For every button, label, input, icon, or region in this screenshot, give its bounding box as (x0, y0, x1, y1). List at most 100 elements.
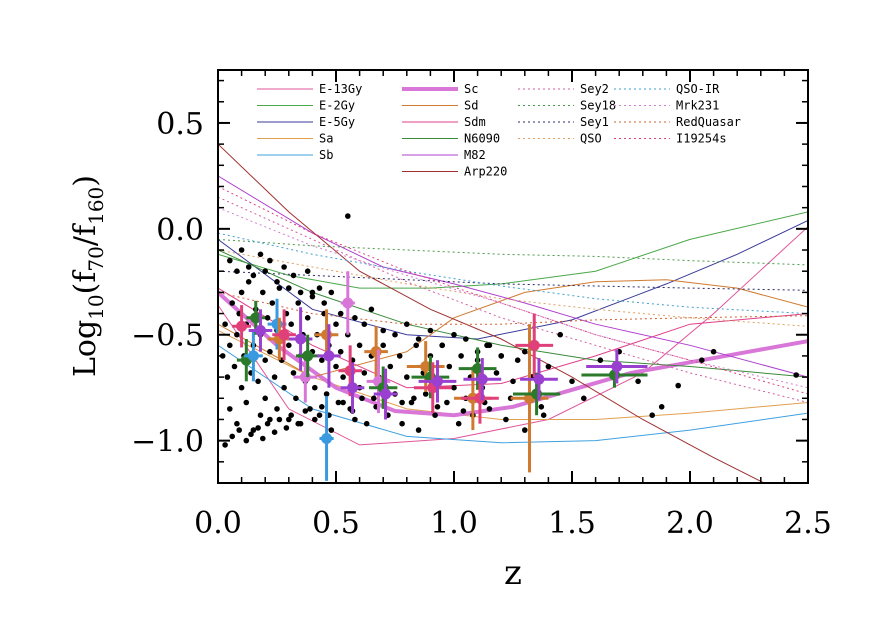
scatter-point (267, 257, 273, 264)
legend-label: E-5Gy (319, 115, 355, 129)
scatter-point (319, 357, 325, 364)
template-curve-e-5gy (218, 219, 808, 340)
binned-point (373, 368, 398, 420)
binned-marker (476, 373, 488, 385)
legend-item-e-5gy: E-5Gy (257, 115, 355, 129)
binned-marker (236, 320, 248, 332)
plot-frame (217, 69, 809, 484)
template-curves (218, 143, 808, 483)
y-tick-label: 0.0 (156, 213, 204, 248)
scatter-point (522, 348, 528, 355)
legend-item-mrk231: Mrk231 (614, 99, 719, 113)
scatter-point (545, 363, 552, 370)
scatter-point (335, 399, 342, 406)
legend-item-qso: QSO (518, 132, 602, 146)
legend-item-e-2gy: E-2Gy (257, 99, 355, 113)
scatter-point (368, 306, 375, 313)
binned-marker (342, 297, 354, 309)
scatter-point (333, 363, 339, 370)
scatter-point (498, 353, 505, 359)
binned-point (413, 362, 452, 414)
binned-averages (232, 271, 648, 481)
scatter-point (293, 395, 299, 402)
scatter-point (245, 264, 252, 270)
binned-point (418, 360, 457, 403)
template-curve-sc (218, 290, 808, 418)
binned-point (463, 358, 502, 401)
scatter-point (413, 342, 420, 349)
binned-marker (431, 375, 443, 387)
binned-marker (295, 333, 307, 345)
scatter-point (238, 289, 245, 296)
scatter-point (224, 374, 231, 380)
scatter-point (439, 342, 446, 349)
scatter-point (356, 342, 363, 349)
legend-label: Sd (464, 99, 478, 113)
legend: E-13Gy E-2Gy E-5Gy Sa Sb Sc Sd Sdm N6090 M82 Arp22… (257, 82, 741, 179)
legend-label: Sc (464, 82, 478, 96)
binned-marker (420, 361, 432, 373)
scatter-point (514, 357, 521, 364)
binned-point (317, 324, 341, 388)
template-curve-redquasar (218, 291, 808, 325)
template-curve-sd (218, 279, 808, 378)
scatter-point (312, 384, 318, 391)
binned-marker (278, 329, 290, 341)
scatter-point (236, 427, 242, 433)
binned-point (232, 305, 252, 348)
scatter-point (255, 378, 261, 385)
scatter-point (408, 399, 415, 406)
scatter-point (286, 285, 292, 291)
scatter-point (540, 412, 547, 419)
legend-item-sey2: Sey2 (518, 82, 609, 96)
x-tick-label: 0.0 (194, 506, 242, 541)
binned-point (340, 362, 365, 414)
x-tick-label: 2.5 (784, 506, 832, 541)
scatter-point (264, 420, 271, 427)
scatter-point (245, 279, 252, 285)
scatter-point (295, 300, 302, 306)
scatter-point (361, 370, 368, 376)
scatter-point (286, 416, 292, 423)
scatter-point (380, 342, 387, 349)
scatter-point (243, 437, 250, 444)
binned-marker (380, 388, 392, 400)
binned-point (586, 349, 648, 384)
scatter-point (328, 427, 335, 433)
legend-item-sey1: Sey1 (518, 115, 609, 129)
scatter-point (455, 420, 462, 427)
scatter-point (316, 412, 323, 419)
scatter-point (557, 331, 563, 338)
scatter-point (463, 336, 469, 342)
binned-point (295, 334, 320, 378)
scatter-point (288, 412, 295, 419)
scatter-point (415, 427, 422, 433)
scatter-point (222, 321, 228, 328)
scatter-point (460, 408, 467, 414)
legend-label: Sdm (464, 115, 486, 129)
binned-point (520, 358, 558, 401)
y-tick-label: 0.5 (156, 107, 204, 142)
legend-label: Sa (319, 132, 333, 146)
template-curve-arp220 (218, 143, 766, 483)
scatter-point (321, 300, 328, 306)
legend-item-m82: M82 (402, 148, 486, 162)
scatter-point (290, 370, 297, 376)
scatter-point (411, 395, 417, 402)
scatter-point (451, 331, 457, 338)
template-curve-mrk231 (218, 207, 808, 389)
binned-point (458, 347, 497, 390)
scatter-point (304, 268, 311, 275)
scatter-point (229, 300, 235, 306)
scatter-point (675, 382, 681, 389)
scatter-point (286, 342, 292, 349)
legend-item-sc: Sc (402, 82, 478, 96)
binned-point (272, 309, 296, 361)
scatter-point (510, 378, 516, 385)
scatter-point (451, 384, 457, 391)
scatter-point (444, 399, 450, 406)
scatter-point (290, 272, 297, 279)
scatter-point (658, 404, 665, 410)
scatter-point (227, 257, 233, 264)
